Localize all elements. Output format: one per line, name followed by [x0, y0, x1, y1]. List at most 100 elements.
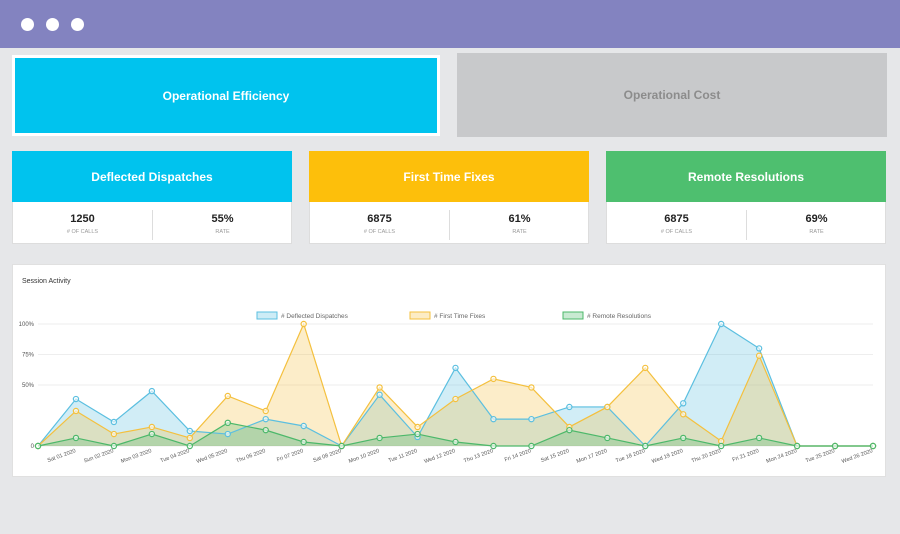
- x-tick-label: Mon 03 2020: [120, 448, 152, 465]
- data-point: [376, 384, 383, 391]
- y-tick-label: 50%: [22, 383, 35, 389]
- data-point: [680, 400, 687, 407]
- chart-panel: Session Activity 0 50% 75% 100% Sat 01 2020 Su…: [12, 264, 886, 477]
- metric-value: 6875: [367, 213, 392, 225]
- legend-label: # Remote Resolutions: [587, 313, 652, 320]
- data-point: [642, 442, 649, 450]
- y-tick-label: 0: [31, 444, 35, 450]
- data-point: [680, 434, 687, 442]
- data-point: [528, 384, 535, 391]
- data-point: [72, 407, 80, 415]
- data-point: [528, 442, 535, 450]
- metric-value: 1250: [70, 213, 95, 225]
- card-divider: [449, 210, 450, 240]
- legend-swatch: [562, 311, 584, 320]
- kpi-card: Remote Resolutions 6875 # OF CALLS 69% RATE: [606, 151, 886, 244]
- data-point: [110, 442, 118, 450]
- x-tick-label: Wed 12 2020: [423, 448, 456, 465]
- x-tick-label: Tue 11 2020: [388, 448, 419, 464]
- data-point: [604, 434, 611, 442]
- data-point: [414, 423, 421, 431]
- y-tick-label: 100%: [19, 322, 35, 328]
- data-point: [148, 387, 156, 395]
- data-point: [528, 415, 535, 423]
- metric-label: # OF CALLS: [363, 229, 396, 235]
- x-tick-label: Fri 14 2020: [504, 448, 532, 463]
- data-point: [300, 320, 307, 328]
- card-divider: [746, 210, 747, 240]
- card-header: Deflected Dispatches: [12, 151, 292, 202]
- data-point: [224, 392, 231, 400]
- data-point: [566, 426, 573, 434]
- x-tick-label: Wed 26 2020: [841, 448, 874, 465]
- window-dot: [46, 18, 59, 31]
- tab[interactable]: Operational Efficiency: [12, 55, 440, 136]
- x-tick-label: Sat 15 2020: [540, 448, 570, 464]
- x-tick-label: Mon 17 2020: [576, 448, 608, 465]
- data-point: [186, 442, 194, 450]
- data-point: [680, 411, 687, 418]
- data-point: [452, 438, 459, 446]
- data-point: [224, 430, 231, 438]
- data-point: [793, 442, 801, 450]
- area-fill: [38, 422, 873, 446]
- data-point: [34, 442, 42, 450]
- data-point: [148, 430, 156, 438]
- data-point: [376, 434, 383, 442]
- data-point: [869, 442, 877, 450]
- window-dot: [71, 18, 84, 31]
- metric-label: RATE: [809, 229, 824, 235]
- metric-label: RATE: [215, 229, 230, 235]
- data-point: [566, 403, 573, 411]
- x-tick-label: Fri 07 2020: [276, 448, 304, 463]
- data-point: [755, 352, 763, 359]
- legend-swatch: [256, 311, 278, 320]
- tab[interactable]: Operational Cost: [457, 53, 887, 137]
- data-point: [717, 320, 725, 328]
- data-point: [490, 415, 497, 423]
- metric-label: RATE: [512, 229, 527, 235]
- data-point: [262, 426, 269, 434]
- x-tick-label: Wed 19 2020: [651, 448, 684, 465]
- x-tick-label: Thu 20 2020: [691, 448, 722, 464]
- card-header: First Time Fixes: [309, 151, 589, 202]
- chart-title: Session Activity: [22, 278, 71, 285]
- kpi-card: Deflected Dispatches 1250 # OF CALLS 55% RAT…: [12, 151, 292, 244]
- x-tick-label: Sat 08 2020: [312, 448, 342, 464]
- metric-label: # OF CALLS: [66, 229, 99, 235]
- window-dot: [21, 18, 34, 31]
- data-point: [831, 442, 839, 450]
- data-point: [490, 375, 497, 383]
- data-point: [642, 364, 649, 372]
- x-tick-label: Tue 04 2020: [160, 448, 191, 464]
- x-tick-label: Thu 06 2020: [235, 448, 266, 464]
- card-divider: [152, 210, 153, 240]
- legend-label: # First Time Fixes: [434, 313, 486, 320]
- x-tick-label: Wed 05 2020: [196, 448, 229, 465]
- data-point: [262, 407, 269, 415]
- data-point: [110, 430, 118, 438]
- metric-value: 69%: [805, 213, 828, 225]
- x-tick-label: Thu 13 2020: [463, 448, 494, 464]
- data-point: [148, 423, 156, 431]
- metric-value: 6875: [664, 213, 689, 225]
- x-tick-label: Tue 25 2020: [805, 448, 836, 464]
- data-point: [338, 442, 345, 450]
- data-point: [452, 395, 459, 403]
- data-point: [186, 434, 194, 442]
- data-point: [186, 427, 194, 435]
- x-tick-label: Tue 18 2020: [615, 448, 646, 464]
- data-point: [300, 438, 307, 446]
- chart: Session Activity 0 50% 75% 100% Sat 01 2020 Su…: [19, 278, 877, 465]
- data-point: [414, 430, 421, 438]
- x-tick-label: Sat 01 2020: [47, 448, 77, 464]
- x-tick-label: Mon 24 2020: [766, 448, 798, 465]
- x-tick-label: Fri 21 2020: [732, 448, 760, 463]
- data-point: [376, 391, 383, 398]
- card-header: Remote Resolutions: [606, 151, 886, 202]
- legend-swatch: [409, 311, 431, 320]
- y-tick-label: 75%: [22, 353, 35, 359]
- data-point: [72, 434, 80, 442]
- data-point: [604, 403, 611, 411]
